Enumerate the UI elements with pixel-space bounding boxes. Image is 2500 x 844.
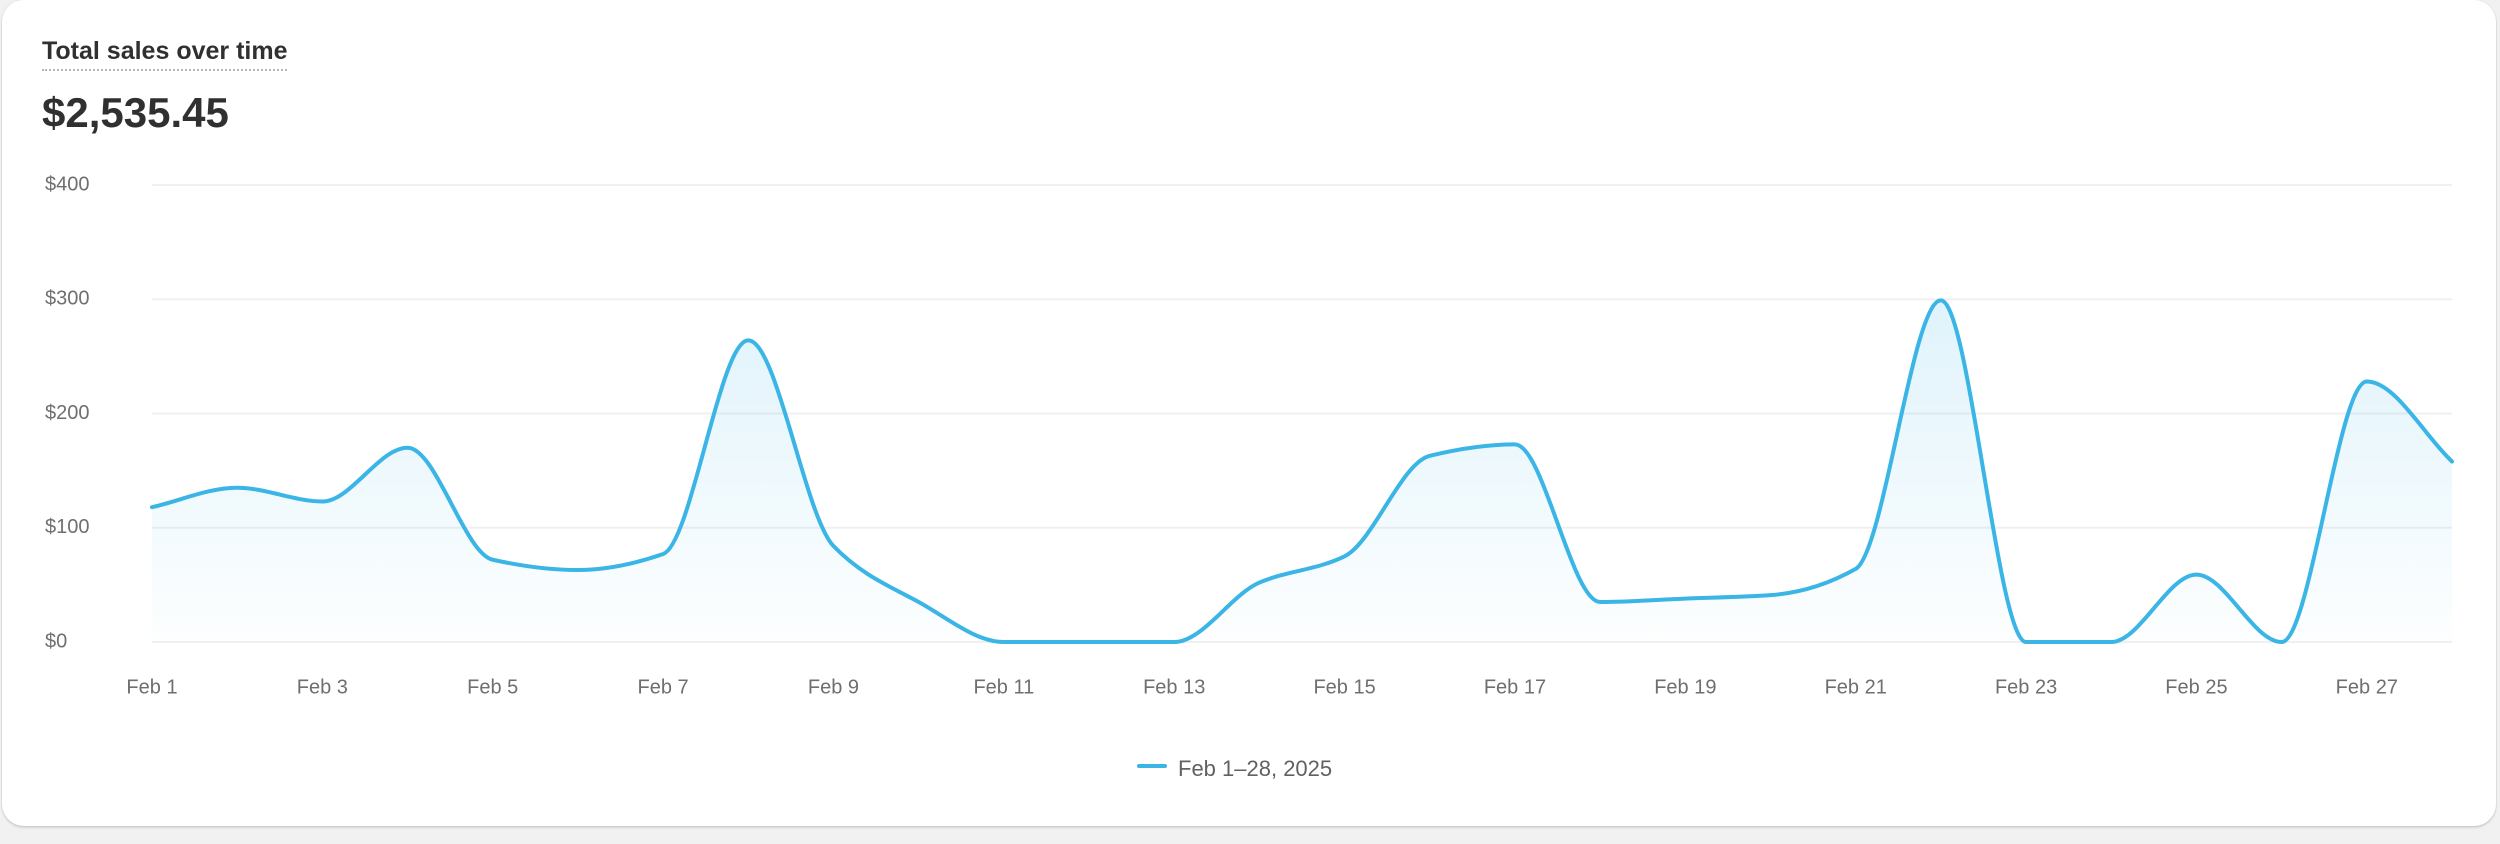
data-point [1597, 599, 1603, 605]
data-point [2449, 458, 2455, 464]
data-point [830, 543, 836, 549]
x-tick-label: Feb 5 [467, 676, 518, 698]
data-point [149, 504, 155, 510]
data-point [2023, 639, 2029, 645]
x-tick-label: Feb 19 [1654, 676, 1716, 698]
data-point [916, 599, 922, 605]
x-tick-label: Feb 27 [2336, 676, 2398, 698]
data-point [2193, 572, 2199, 578]
legend[interactable]: Feb 1–28, 2025 [1137, 756, 1332, 781]
total-sales-value: $2,535.45 [42, 89, 229, 136]
x-tick-label: Feb 13 [1143, 676, 1205, 698]
x-tick-label: Feb 15 [1313, 676, 1375, 698]
data-point [1938, 297, 1944, 303]
series-line[interactable] [150, 298, 2454, 645]
data-point [1682, 596, 1688, 602]
data-point [1342, 553, 1348, 559]
y-tick-label: $200 [45, 402, 90, 424]
data-point [1427, 453, 1433, 459]
y-tick-label: $400 [45, 173, 90, 195]
x-tick-label: Feb 11 [973, 676, 1034, 698]
sales-card: Total sales over time $2,535.45 $0 $100 $2… [2, 0, 2496, 826]
data-point [2279, 639, 2285, 645]
data-point [490, 557, 496, 563]
x-tick-label: Feb 21 [1825, 676, 1887, 698]
x-tick-label: Feb 9 [808, 676, 859, 698]
y-axis-ticks: $0 $100 $200 $300 $400 [45, 173, 90, 652]
x-tick-label: Feb 7 [638, 676, 689, 698]
series-area [152, 300, 2452, 642]
x-tick-label: Feb 17 [1484, 676, 1546, 698]
card-title[interactable]: Total sales over time [42, 36, 288, 71]
data-point [234, 485, 240, 491]
data-point [575, 567, 581, 573]
x-tick-label: Feb 25 [2165, 676, 2227, 698]
data-point [1171, 639, 1177, 645]
data-point [1768, 592, 1774, 598]
data-point [1001, 639, 1007, 645]
x-tick-label: Feb 3 [297, 676, 348, 698]
data-point [745, 337, 751, 343]
y-tick-label: $0 [45, 630, 67, 652]
y-tick-label: $100 [45, 516, 90, 538]
legend-label: Feb 1–28, 2025 [1178, 756, 1332, 781]
data-point [1086, 639, 1092, 645]
y-tick-label: $300 [45, 288, 90, 310]
data-point [319, 498, 325, 504]
data-point [1256, 580, 1262, 586]
x-tick-label: Feb 1 [126, 676, 177, 698]
x-tick-label: Feb 23 [1995, 676, 2057, 698]
data-point [1853, 566, 1859, 572]
data-point [2108, 639, 2114, 645]
data-point [2364, 379, 2370, 385]
data-point [405, 445, 411, 451]
x-axis-ticks: Feb 1 Feb 3 Feb 5 Feb 7 Feb 9 Feb 11 Feb 13 Feb… [126, 676, 2398, 698]
data-point [1512, 441, 1518, 447]
data-point [660, 551, 666, 557]
